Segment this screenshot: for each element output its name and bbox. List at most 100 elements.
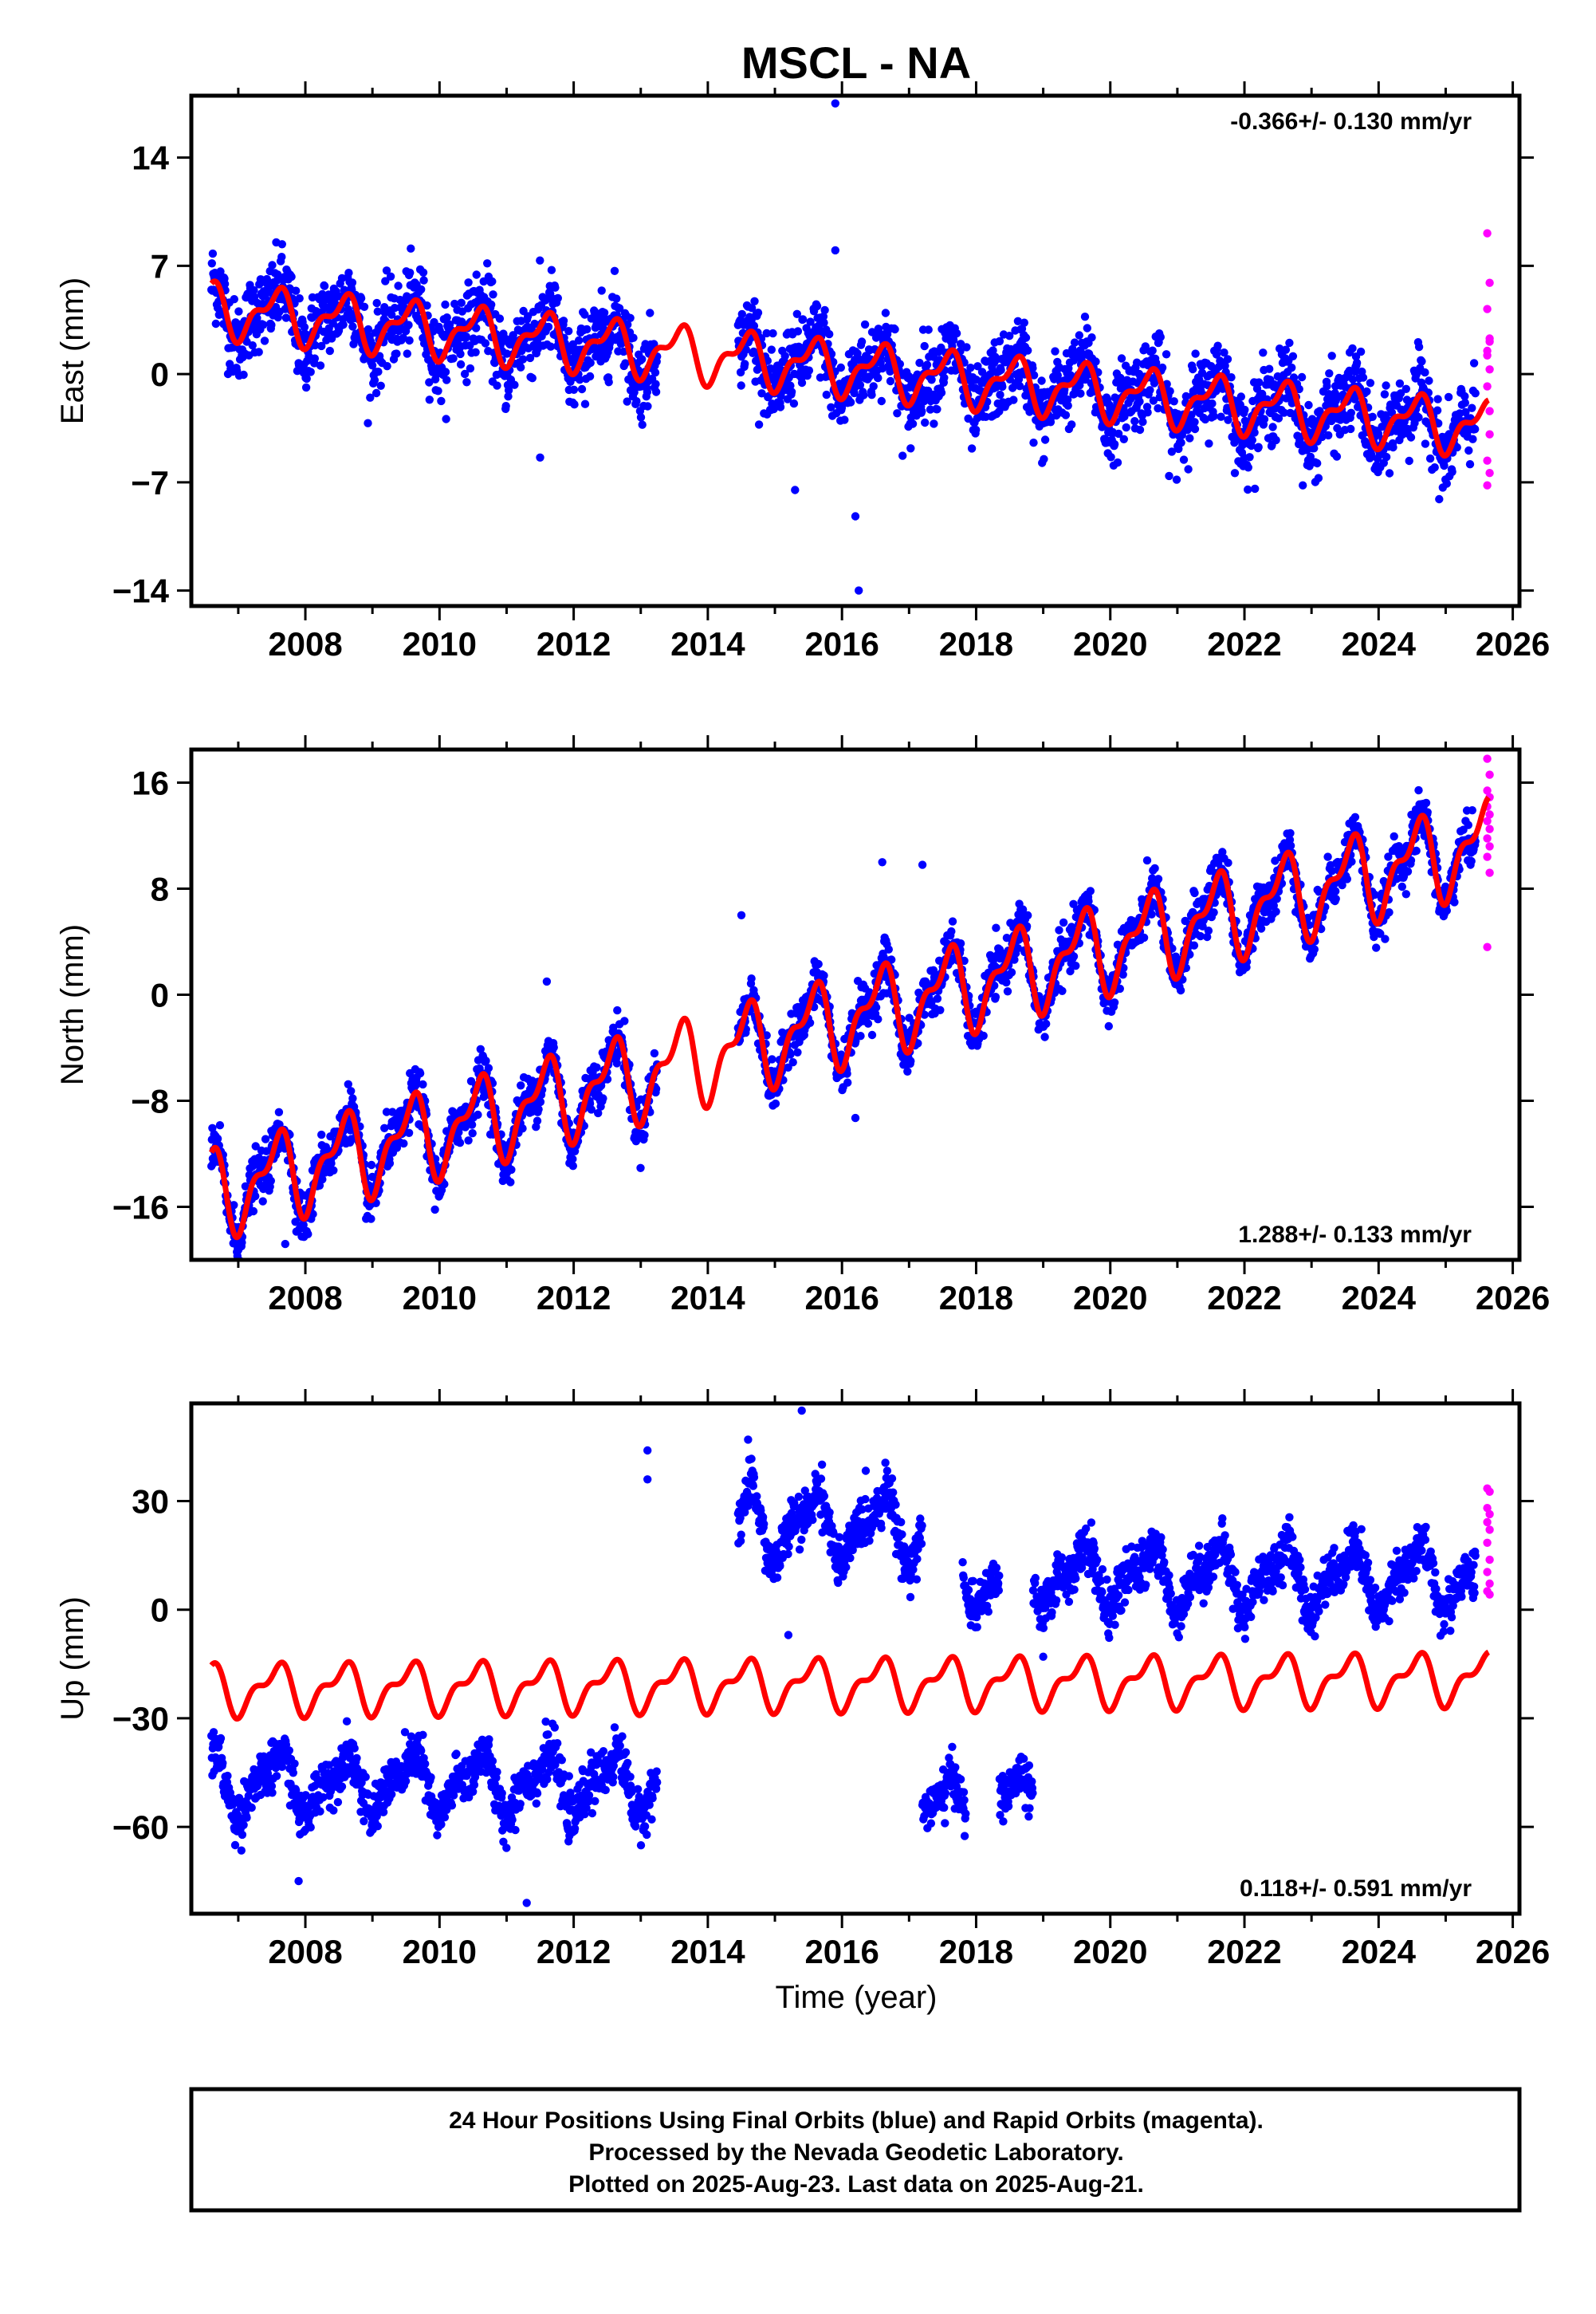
east-final-point xyxy=(1448,467,1456,476)
north-final-point xyxy=(1002,978,1011,987)
east-final-point xyxy=(464,278,473,287)
east-final-point xyxy=(1430,463,1439,472)
east-final-point xyxy=(404,321,413,329)
east-final-point xyxy=(386,272,395,281)
east-outlier-point xyxy=(831,246,840,255)
east-final-point xyxy=(1091,357,1100,366)
east-final-point xyxy=(1114,429,1123,439)
north-final-point xyxy=(1139,933,1149,943)
north-final-point xyxy=(327,1159,336,1168)
east-final-point xyxy=(632,397,641,406)
east-final-point xyxy=(301,383,311,392)
north-final-point xyxy=(348,1094,357,1103)
east-final-point xyxy=(460,369,470,379)
east-final-point xyxy=(394,281,403,290)
east-final-point xyxy=(311,340,320,350)
north-final-point xyxy=(843,1078,852,1087)
east-final-point xyxy=(989,346,997,355)
east-final-point xyxy=(1421,368,1429,377)
east-final-point xyxy=(646,309,655,317)
north-final-point xyxy=(518,1124,527,1133)
north-final-point xyxy=(380,1124,389,1133)
north-final-point xyxy=(1024,911,1032,920)
east-final-point xyxy=(488,277,497,286)
east-final-point xyxy=(762,329,771,338)
east-final-point xyxy=(995,336,1004,346)
north-final-point xyxy=(230,1201,238,1210)
north-final-point xyxy=(304,1230,313,1238)
north-final-point xyxy=(747,974,756,983)
east-final-point xyxy=(267,321,276,329)
east-final-point xyxy=(208,249,218,258)
east-final-point xyxy=(1087,333,1096,342)
east-final-point xyxy=(1288,352,1298,360)
east-x-tick-label: 2016 xyxy=(804,625,879,663)
east-final-point xyxy=(967,444,977,453)
east-final-point xyxy=(1076,389,1085,398)
east-final-point xyxy=(381,277,390,285)
north-final-point xyxy=(482,1057,490,1065)
east-final-point xyxy=(1387,408,1397,417)
east-final-point xyxy=(441,300,450,309)
east-final-point xyxy=(1442,479,1452,488)
east-final-point xyxy=(372,298,381,308)
east-final-point xyxy=(1468,435,1477,443)
east-final-point xyxy=(1258,389,1267,399)
east-rapid-point xyxy=(1485,365,1494,374)
east-y-tick-label: −7 xyxy=(131,464,169,502)
east-final-point xyxy=(382,266,391,275)
east-final-point xyxy=(1205,439,1213,448)
east-final-point xyxy=(456,360,466,369)
east-x-tick-label: 2008 xyxy=(268,625,342,663)
north-final-point xyxy=(1104,1021,1114,1031)
east-final-point xyxy=(651,368,660,377)
east-final-point xyxy=(1051,347,1059,356)
east-final-point xyxy=(1248,435,1257,445)
east-final-point xyxy=(1352,358,1362,368)
north-final-point xyxy=(1256,924,1266,933)
east-final-point xyxy=(425,378,434,387)
east-final-point xyxy=(1143,408,1152,417)
east-final-point xyxy=(1433,395,1442,403)
east-x-tick-label: 2018 xyxy=(939,625,1013,663)
east-final-point xyxy=(1024,346,1032,355)
north-final-point xyxy=(1058,986,1067,996)
east-final-point xyxy=(364,325,373,334)
north-final-point xyxy=(367,1214,375,1223)
east-final-point xyxy=(1250,428,1259,437)
east-final-point xyxy=(985,370,995,379)
east-final-point xyxy=(1289,373,1299,382)
east-x-tick-label: 2010 xyxy=(403,625,477,663)
east-final-point xyxy=(1028,364,1037,372)
east-final-point xyxy=(610,266,619,275)
east-final-point xyxy=(855,380,865,390)
east-final-point xyxy=(325,346,334,356)
east-final-point xyxy=(292,286,301,295)
north-final-point xyxy=(274,1108,284,1117)
east-final-point xyxy=(574,336,584,345)
north-final-point xyxy=(506,1178,515,1187)
north-panel: 2008 2010 2012 2014 2016 2018 2020 2022 2024 2026… xyxy=(55,735,1550,1316)
east-final-point xyxy=(1378,423,1386,431)
east-final-point xyxy=(248,341,257,350)
east-final-point xyxy=(441,368,450,376)
east-final-point xyxy=(1061,411,1071,419)
east-final-point xyxy=(737,381,745,390)
east-x-tick-label: 2026 xyxy=(1476,625,1550,663)
east-x-tick-label: 2024 xyxy=(1342,625,1417,663)
north-final-point xyxy=(261,1135,270,1143)
east-final-point xyxy=(972,425,981,435)
east-y-tick-label: −14 xyxy=(112,573,170,610)
east-final-point xyxy=(874,373,883,383)
east-rapid-point xyxy=(1485,334,1494,343)
east-final-points xyxy=(207,99,1480,595)
east-final-point xyxy=(525,353,535,363)
east-final-point xyxy=(1468,403,1476,412)
north-final-point xyxy=(636,1163,645,1173)
north-final-point xyxy=(1209,908,1218,917)
north-final-point xyxy=(992,923,1000,932)
east-panel: 2008 2010 2012 2014 2016 2018 2020 2022 2024 2026… xyxy=(55,81,1550,663)
east-final-point xyxy=(1433,406,1442,415)
east-final-point xyxy=(881,309,890,317)
east-final-point xyxy=(1401,384,1411,393)
